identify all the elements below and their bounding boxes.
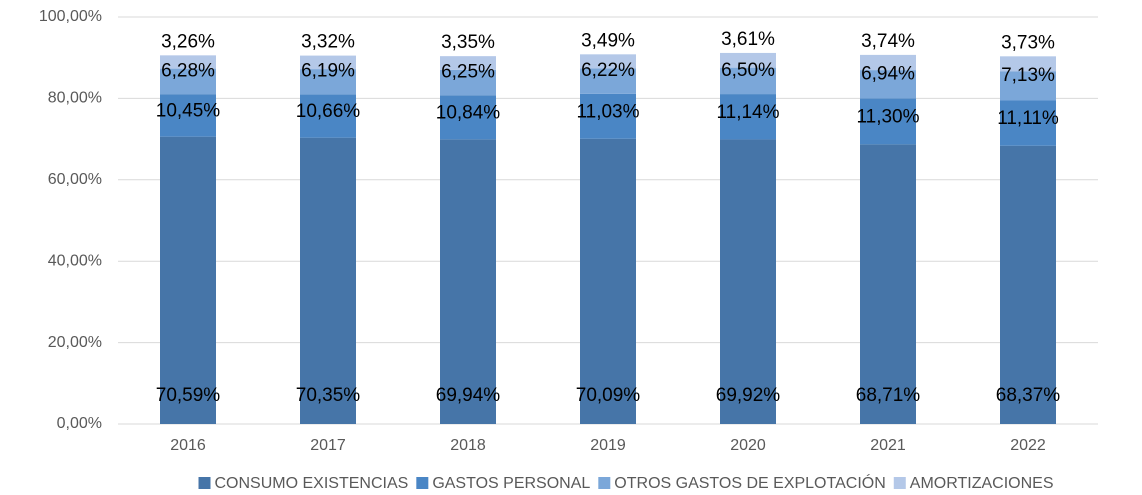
bar-segment <box>860 98 916 145</box>
y-tick-label: 100,00% <box>39 8 102 25</box>
data-label: 6,25% <box>441 62 495 83</box>
bar-segment <box>1000 145 1056 424</box>
bar-segment <box>720 139 776 424</box>
bar-segment <box>1000 56 1056 72</box>
bar-segment <box>1000 100 1056 146</box>
bar-segment <box>860 70 916 99</box>
data-label: 11,03% <box>576 101 639 122</box>
bar-segment <box>580 138 636 424</box>
bar-segment <box>580 93 636 139</box>
data-label: 10,45% <box>156 100 221 121</box>
bar-segment <box>160 68 216 95</box>
legend-swatch <box>416 477 429 489</box>
bar-segment <box>1000 71 1056 101</box>
x-tick-label: 2017 <box>310 437 346 454</box>
data-label: 6,28% <box>161 60 215 81</box>
data-label: 10,66% <box>296 101 361 122</box>
bar-segment <box>300 137 356 424</box>
x-tick-label: 2016 <box>170 437 206 454</box>
bar-segment <box>720 67 776 95</box>
legend-swatch <box>598 477 611 489</box>
data-label: 11,11% <box>997 108 1059 129</box>
bar-segment <box>160 94 216 137</box>
data-label: 70,59% <box>156 385 221 406</box>
bar-segment <box>860 54 916 71</box>
legend-label: CONSUMO EXISTENCIAS <box>215 475 409 492</box>
data-label: 6,19% <box>301 61 355 82</box>
legend-swatch <box>198 477 211 489</box>
bar-segment <box>580 68 636 94</box>
y-tick-label: 20,00% <box>48 334 102 351</box>
data-label: 3,26% <box>161 31 215 52</box>
bar-segment <box>720 94 776 140</box>
legend-label: AMORTIZACIONES <box>910 475 1054 492</box>
data-label: 6,94% <box>861 63 915 84</box>
data-label: 6,22% <box>581 60 635 81</box>
data-label: 3,32% <box>301 32 355 53</box>
bar-segment <box>300 94 356 138</box>
bar-segment <box>720 52 776 68</box>
data-label: 11,30% <box>856 106 919 127</box>
x-tick-label: 2018 <box>450 437 486 454</box>
data-label: 3,49% <box>581 30 635 51</box>
y-tick-label: 40,00% <box>48 252 102 269</box>
bar-segment <box>440 69 496 96</box>
x-tick-label: 2021 <box>870 437 906 454</box>
legend-label: OTROS GASTOS DE EXPLOTACIÓN <box>614 473 885 492</box>
data-label: 3,73% <box>1001 32 1055 53</box>
bar-segment <box>440 95 496 140</box>
x-tick-label: 2019 <box>590 437 626 454</box>
y-tick-label: 80,00% <box>48 90 102 107</box>
data-label: 70,09% <box>576 385 641 406</box>
data-label: 11,14% <box>716 102 779 123</box>
bar-segment <box>160 55 216 69</box>
data-label: 3,61% <box>721 29 775 50</box>
data-label: 3,35% <box>441 32 495 53</box>
data-label: 7,13% <box>1001 65 1055 86</box>
bar-segment <box>160 136 216 424</box>
bar-segment <box>300 55 356 70</box>
bar-segment <box>300 69 356 95</box>
data-label: 10,84% <box>436 102 501 123</box>
legend-swatch <box>893 477 906 489</box>
bar-segment <box>440 56 496 70</box>
bar-segment <box>440 139 496 425</box>
x-tick-label: 2020 <box>730 437 766 454</box>
legend-label: GASTOS PERSONAL <box>432 475 590 492</box>
data-label: 69,92% <box>716 385 781 406</box>
data-label: 70,35% <box>296 385 361 406</box>
data-label: 69,94% <box>436 385 501 406</box>
y-tick-label: 60,00% <box>48 171 102 188</box>
data-label: 68,37% <box>996 385 1061 406</box>
bar-segment <box>860 144 916 425</box>
data-label: 6,50% <box>721 60 775 81</box>
y-tick-label: 0,00% <box>57 415 102 432</box>
data-label: 3,74% <box>861 31 915 52</box>
x-tick-label: 2022 <box>1010 437 1046 454</box>
data-label: 68,71% <box>856 385 921 406</box>
bar-segment <box>580 54 636 69</box>
